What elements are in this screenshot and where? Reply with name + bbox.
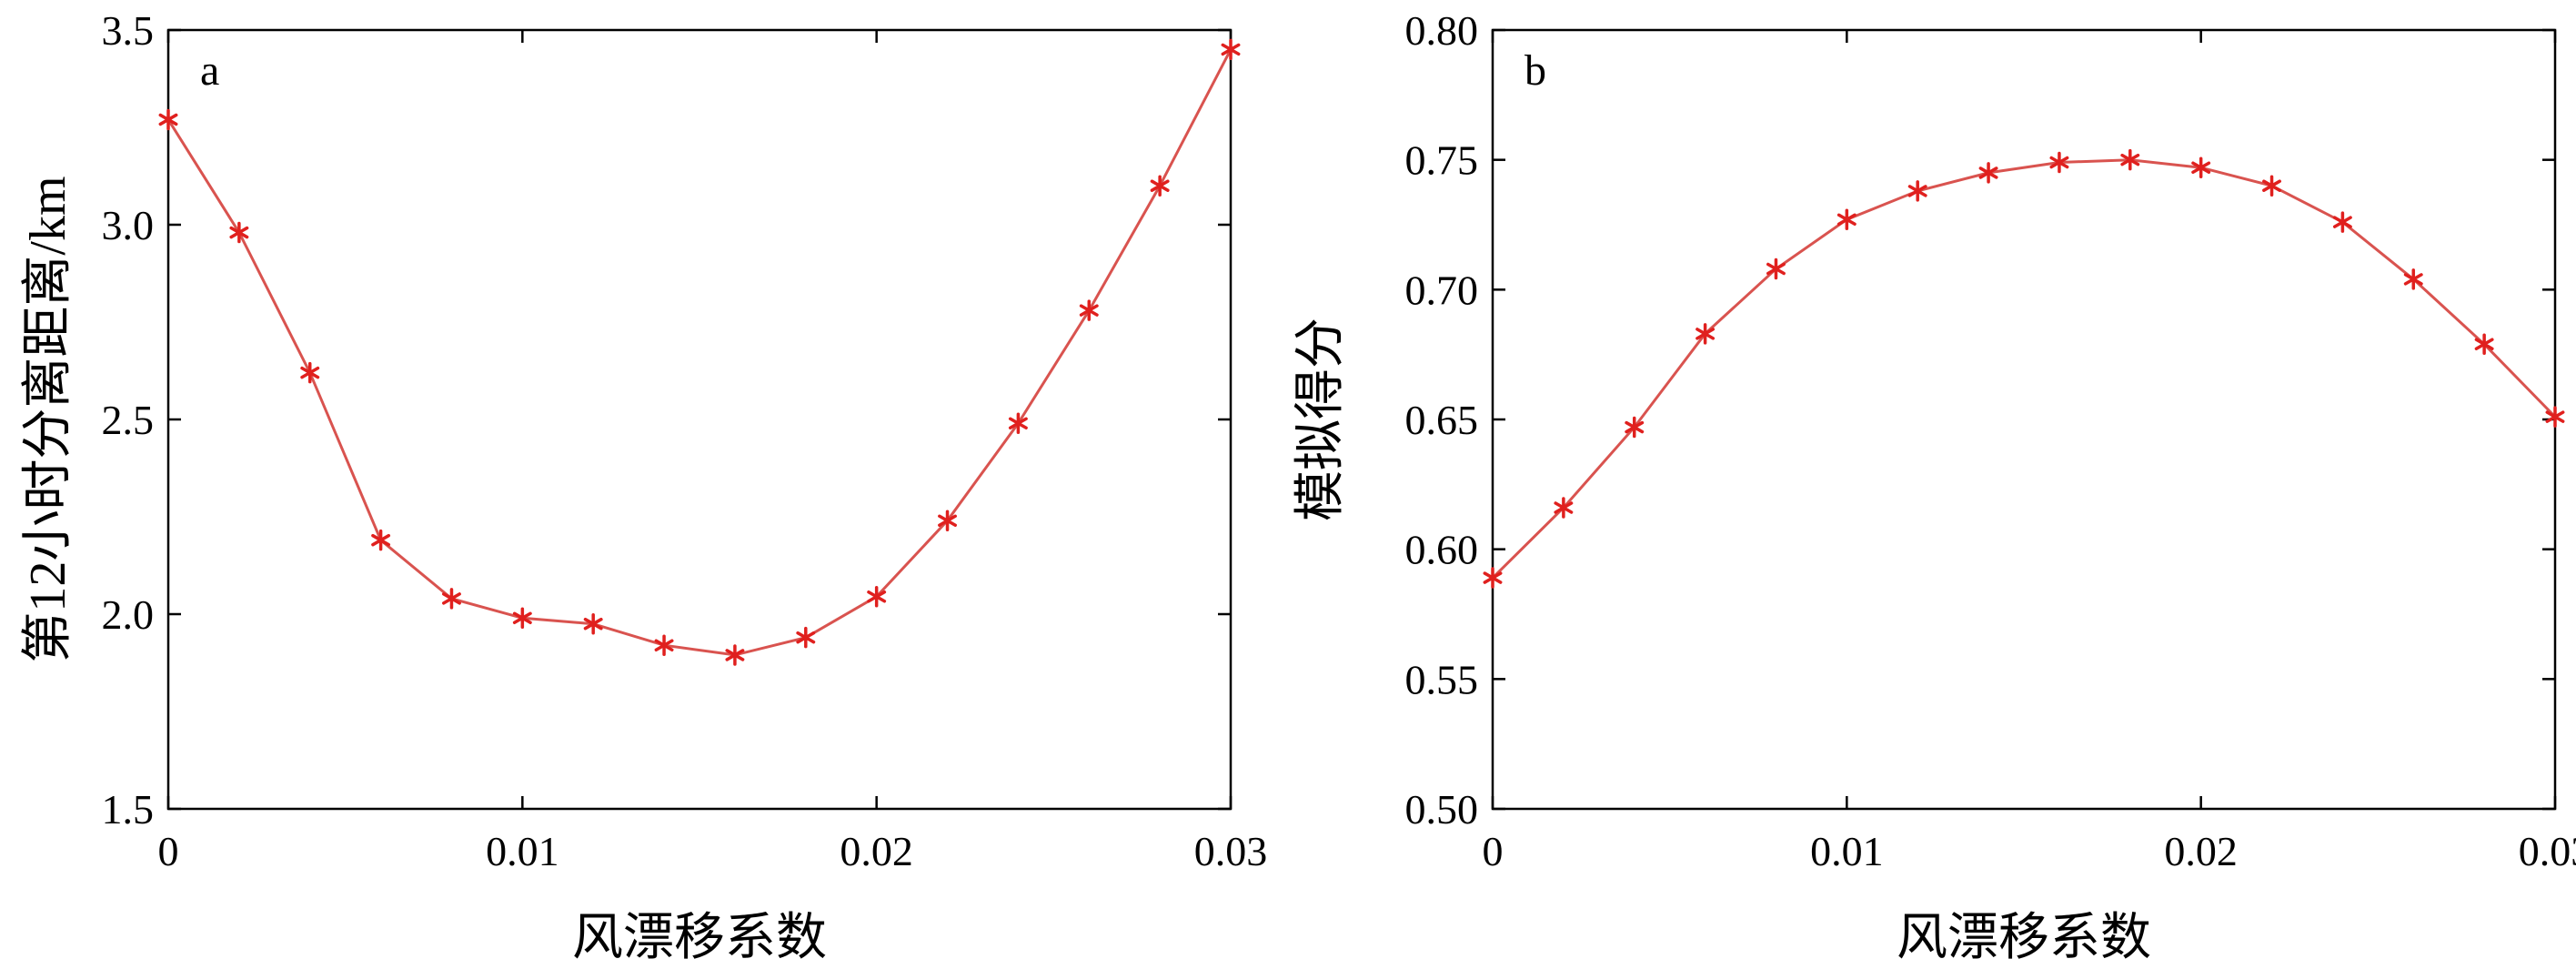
series-line [1491, 158, 2557, 580]
data-point [1696, 323, 1716, 345]
data-point [2191, 156, 2211, 178]
data-point [1079, 299, 1099, 321]
y-axis-label: 第12小时分离距离/km [20, 176, 76, 662]
data-point [1907, 180, 1927, 202]
data-point [1766, 257, 1786, 280]
data-point [158, 108, 178, 131]
x-axis-label: 风漂移系数 [572, 910, 827, 966]
y-tick-label: 0.70 [1405, 267, 1479, 313]
y-tick-label: 0.65 [1405, 397, 1479, 443]
y-tick-label: 2.0 [102, 591, 155, 638]
y-tick-label: 0.55 [1405, 656, 1479, 702]
data-point [2120, 148, 2140, 171]
y-tick-label: 3.0 [102, 202, 155, 248]
data-point [1221, 38, 1241, 61]
chart-panel-a: 0 0.01 0.02 0.03 1.5 2.0 2.5 3.0 3.5 风漂移系数 第12小时分离… [20, 7, 1267, 966]
data-point [867, 585, 887, 608]
y-tick-label: 0.75 [1405, 137, 1479, 184]
chart-panel-b: 0 0.01 0.02 0.03 0.50 0.55 0.60 0.65 0.70 0.75 0.8… [1293, 7, 2576, 966]
y-axis-label: 模拟得分 [1293, 318, 1349, 521]
data-point [2545, 406, 2565, 428]
data-point [2049, 151, 2069, 174]
plot-frame [1491, 28, 2557, 811]
data-point [2262, 175, 2281, 197]
x-axis-label: 风漂移系数 [1897, 910, 2151, 966]
series-line [166, 48, 1233, 657]
x-tick-label: 0.02 [2164, 828, 2238, 874]
y-tick-label: 0.50 [1405, 786, 1479, 833]
data-point [725, 644, 745, 666]
data-point [583, 612, 603, 635]
plot-frame [166, 28, 1233, 811]
data-point [2474, 333, 2494, 356]
y-tick-label: 0.60 [1405, 527, 1479, 573]
data-point [1625, 416, 1645, 439]
x-tick-label: 0.03 [1194, 828, 1268, 874]
y-tick-label: 0.80 [1405, 7, 1479, 54]
x-tick-label: 0.02 [840, 828, 913, 874]
data-point [512, 607, 532, 630]
data-point [1008, 412, 1028, 435]
x-tick-label: 0.01 [1810, 828, 1884, 874]
x-tick-label: 0.03 [2519, 828, 2576, 874]
data-point [1150, 175, 1170, 197]
data-point [442, 588, 461, 610]
panel-label: a [200, 46, 219, 95]
data-point [654, 634, 674, 656]
data-point [1483, 567, 1503, 589]
y-tick-label: 1.5 [102, 786, 155, 833]
data-point [2403, 268, 2423, 290]
data-point [371, 529, 391, 551]
x-tick-label: 0 [1483, 828, 1504, 874]
data-point [1836, 208, 1857, 231]
x-tick-label: 0 [158, 828, 179, 874]
data-point [1554, 497, 1574, 519]
y-tick-label: 2.5 [102, 397, 155, 443]
y-tick-label: 3.5 [102, 7, 155, 54]
data-point [938, 510, 957, 532]
panel-label: b [1524, 46, 1546, 95]
data-point [300, 361, 320, 384]
data-point [2332, 211, 2352, 233]
data-point [1978, 162, 1998, 184]
data-point [229, 221, 249, 244]
data-point [796, 626, 816, 649]
x-tick-label: 0.01 [486, 828, 559, 874]
